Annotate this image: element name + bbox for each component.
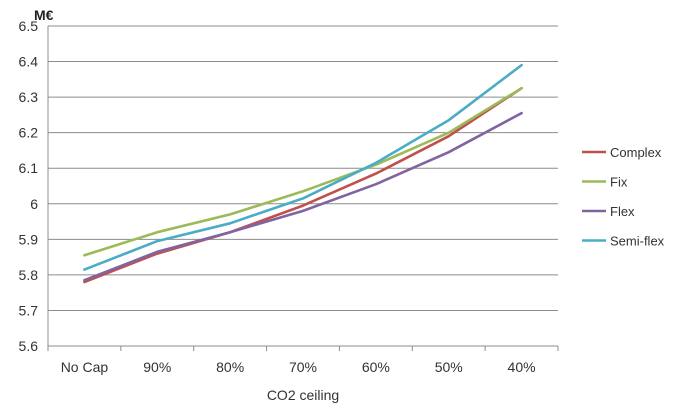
x-tick-label: 50% [435, 359, 463, 375]
legend-label-complex: Complex [610, 145, 662, 160]
x-tick-label: 60% [362, 359, 390, 375]
series-line-flex [83, 111, 523, 282]
y-tick-label: 6 [30, 196, 38, 212]
axes [47, 26, 559, 351]
series-line-semi-flex [83, 63, 523, 271]
series-line-fix [83, 86, 523, 257]
legend-label-fix: Fix [610, 175, 628, 190]
y-tick-label: 5.8 [19, 267, 39, 283]
x-tick-label: 80% [216, 359, 244, 375]
series-lines [83, 63, 523, 284]
legend-label-semi-flex: Semi-flex [610, 234, 665, 249]
y-tick-label: 6.4 [19, 54, 39, 70]
tick-labels: 5.6 5.7 5.8 5.9 6 6.1 6.2 6.3 6.4 6.5 No Cap 90% 80%… [19, 7, 536, 403]
y-tick-label: 6.5 [19, 18, 39, 34]
x-tick-label: 40% [508, 359, 536, 375]
x-tick-label: 90% [143, 359, 171, 375]
x-axis-title: CO2 ceiling [267, 387, 339, 403]
gridlines [48, 25, 558, 347]
unit-label: M€ [34, 7, 54, 23]
x-tick-label: 70% [289, 359, 317, 375]
y-tick-label: 6.1 [19, 160, 39, 176]
x-tick-label: No Cap [61, 359, 109, 375]
y-tick-label: 6.2 [19, 125, 39, 141]
series-line-complex [83, 86, 523, 284]
y-tick-label: 5.7 [19, 302, 39, 318]
legend: Complex Fix Flex Semi-flex [582, 145, 665, 249]
y-tick-label: 5.6 [19, 338, 39, 354]
y-tick-label: 5.9 [19, 231, 39, 247]
legend-label-flex: Flex [610, 204, 635, 219]
y-tick-label: 6.3 [19, 89, 39, 105]
